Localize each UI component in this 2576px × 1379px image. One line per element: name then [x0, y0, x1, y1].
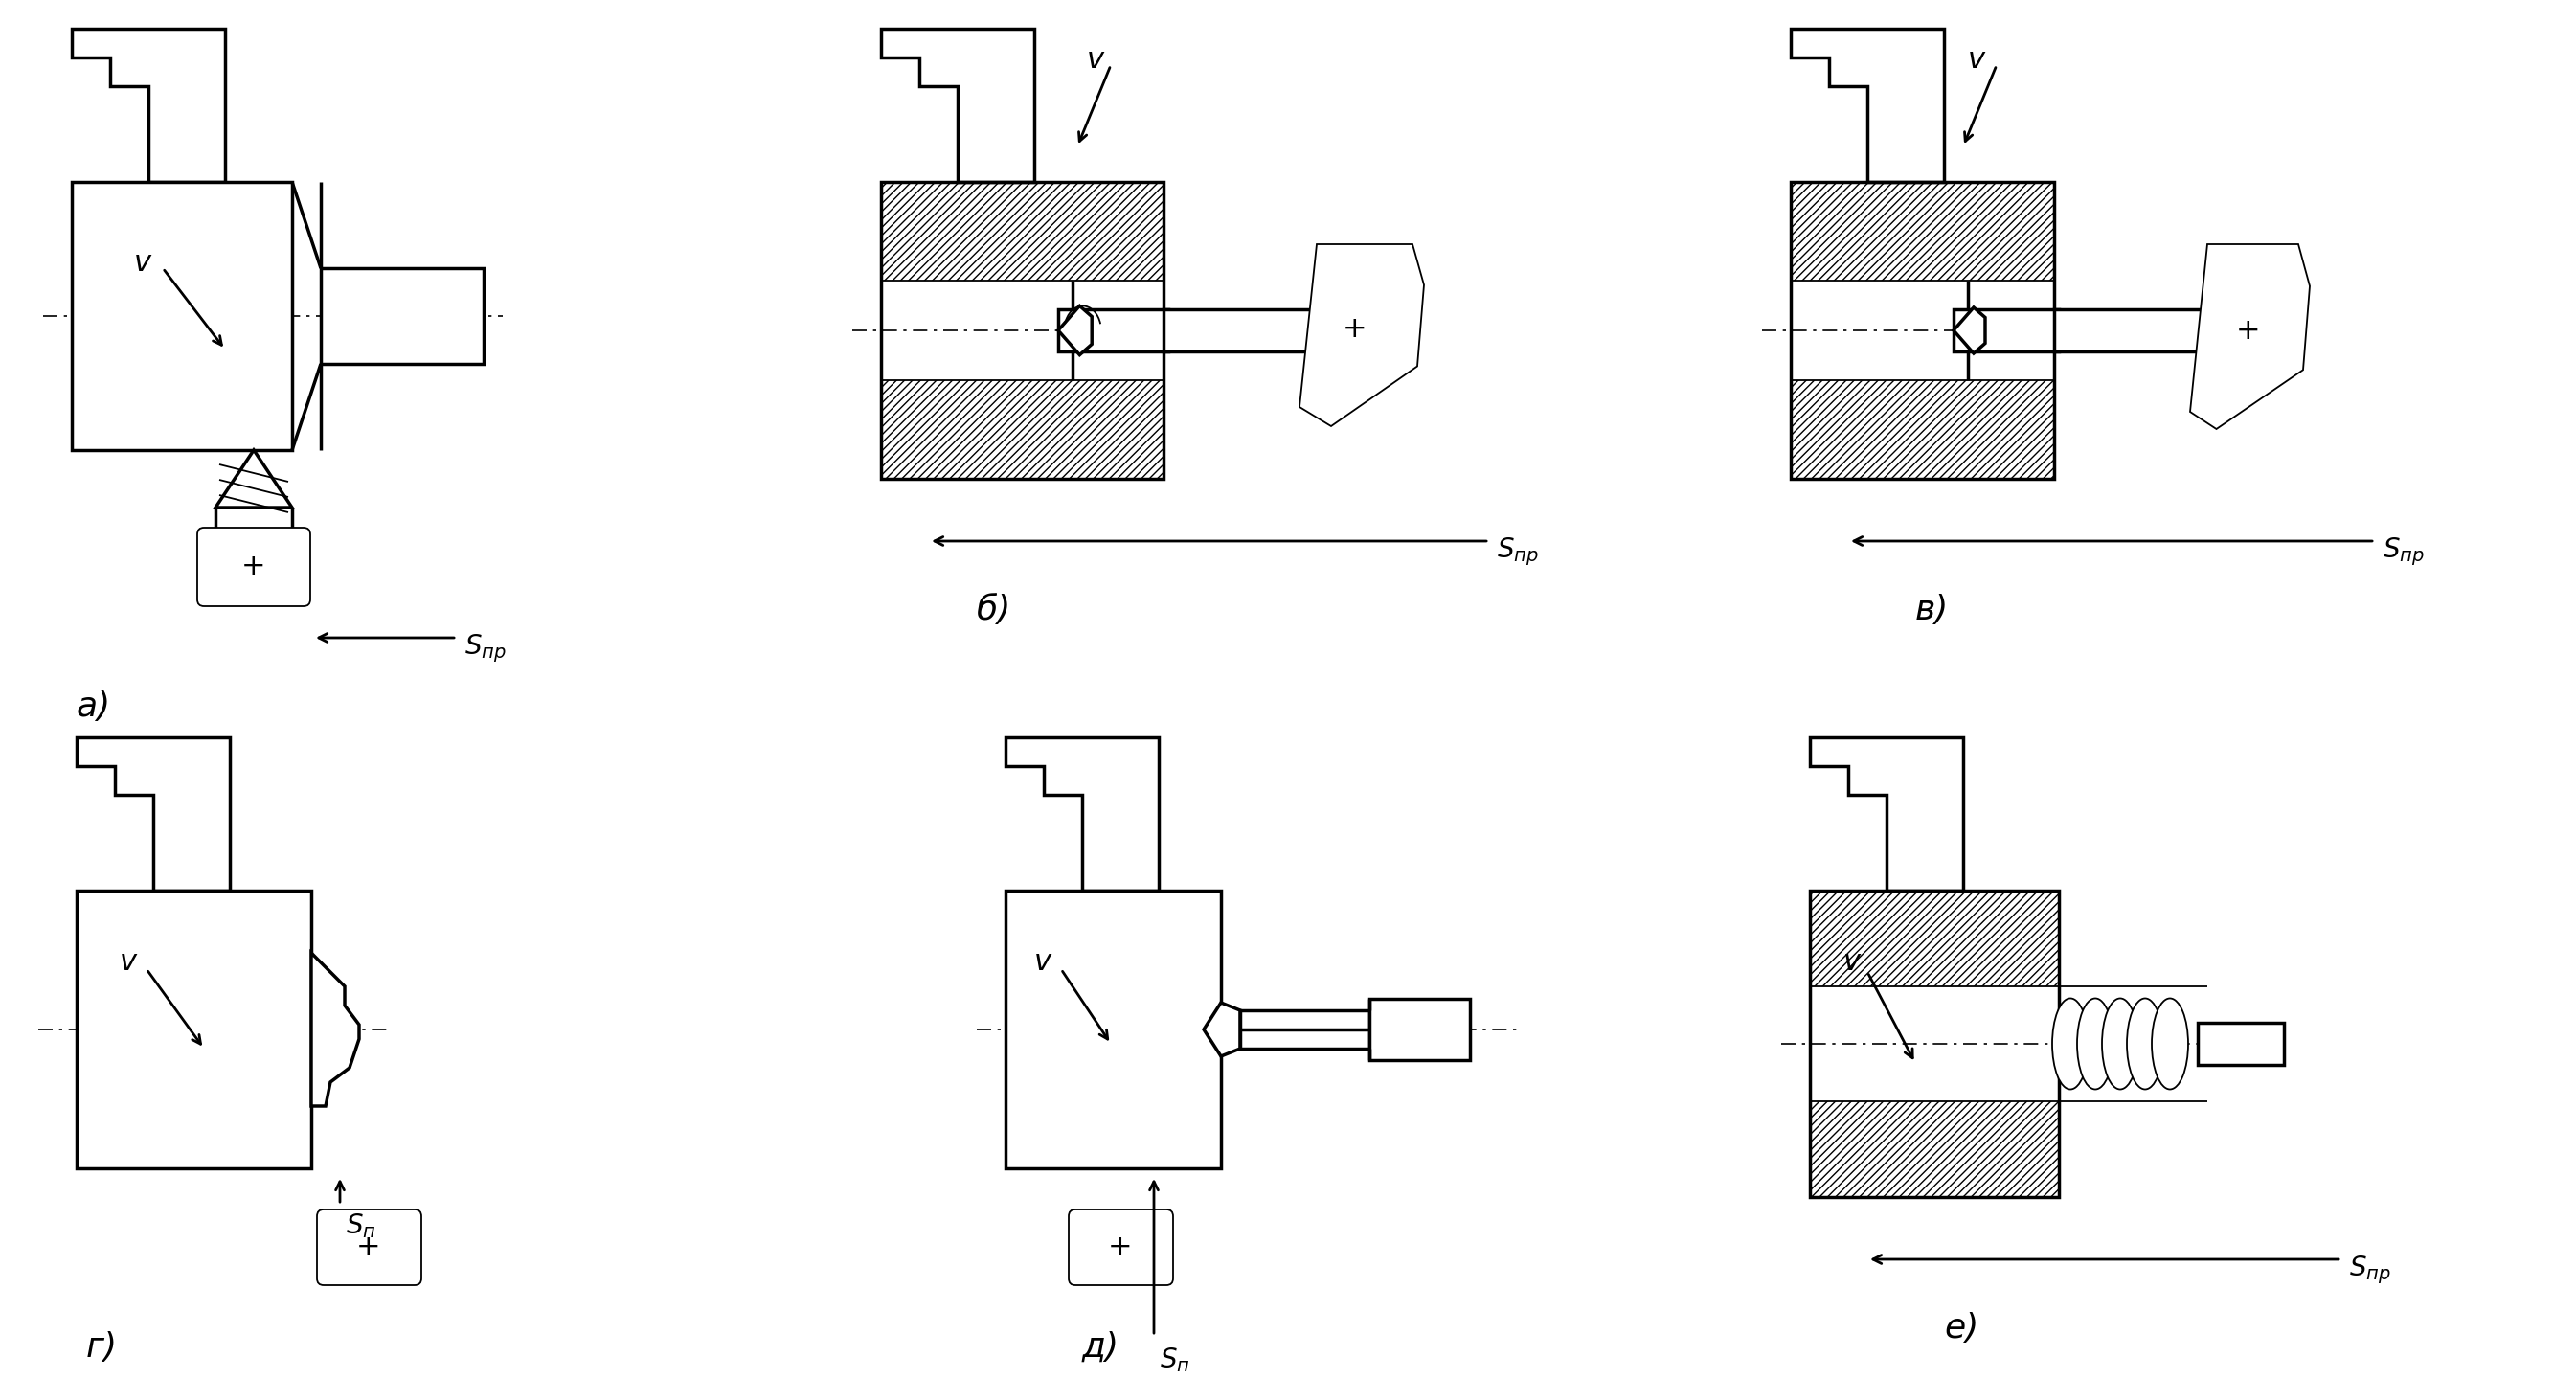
FancyBboxPatch shape	[317, 1209, 422, 1285]
Polygon shape	[72, 29, 224, 182]
Text: +: +	[1108, 1233, 1133, 1262]
Text: $S_{п}$: $S_{п}$	[345, 1211, 376, 1240]
Text: $S_{п}$: $S_{п}$	[1159, 1346, 1190, 1373]
Text: $S_{пр}$: $S_{пр}$	[1497, 535, 1538, 568]
Polygon shape	[1953, 308, 1986, 353]
Ellipse shape	[2053, 998, 2089, 1089]
FancyBboxPatch shape	[1069, 1209, 1172, 1285]
Text: +: +	[2236, 317, 2262, 345]
Ellipse shape	[2151, 998, 2187, 1089]
Text: +: +	[242, 553, 265, 581]
Text: $S_{пр}$: $S_{пр}$	[2349, 1254, 2391, 1285]
Text: v: v	[1033, 949, 1051, 976]
Polygon shape	[1239, 1011, 1370, 1048]
Text: v: v	[134, 250, 152, 277]
Polygon shape	[1005, 891, 1221, 1168]
Text: $S_{пр}$: $S_{пр}$	[464, 632, 507, 665]
Polygon shape	[2053, 309, 2208, 352]
Polygon shape	[1953, 309, 2058, 352]
Polygon shape	[1811, 738, 1963, 891]
Polygon shape	[77, 738, 229, 891]
Text: v: v	[1087, 46, 1105, 73]
Polygon shape	[322, 268, 484, 364]
Text: г): г)	[85, 1331, 118, 1364]
Text: v: v	[1968, 46, 1986, 73]
Ellipse shape	[2102, 998, 2138, 1089]
Text: +: +	[1342, 314, 1368, 343]
Polygon shape	[1059, 309, 1170, 352]
Text: д): д)	[1082, 1331, 1121, 1364]
Polygon shape	[1164, 309, 1316, 352]
FancyBboxPatch shape	[198, 528, 309, 607]
Text: +: +	[355, 1233, 381, 1262]
Text: е): е)	[1945, 1311, 1978, 1345]
Text: $S_{пр}$: $S_{пр}$	[2383, 535, 2424, 568]
Ellipse shape	[2128, 998, 2164, 1089]
Text: в): в)	[1914, 594, 1950, 626]
Text: а): а)	[77, 691, 111, 723]
Polygon shape	[2190, 244, 2311, 429]
Polygon shape	[77, 891, 312, 1168]
Polygon shape	[1790, 29, 1945, 182]
Polygon shape	[72, 182, 291, 450]
Polygon shape	[1059, 306, 1092, 354]
Polygon shape	[881, 29, 1033, 182]
Polygon shape	[1298, 244, 1425, 426]
Polygon shape	[216, 450, 291, 507]
Polygon shape	[2197, 1023, 2285, 1065]
Ellipse shape	[2076, 998, 2112, 1089]
Text: v: v	[118, 949, 137, 976]
Text: v: v	[1844, 949, 1860, 976]
Polygon shape	[1005, 738, 1159, 891]
Polygon shape	[312, 953, 358, 1106]
Polygon shape	[1370, 998, 1471, 1060]
Polygon shape	[1203, 1003, 1239, 1056]
Text: б): б)	[976, 594, 1012, 626]
